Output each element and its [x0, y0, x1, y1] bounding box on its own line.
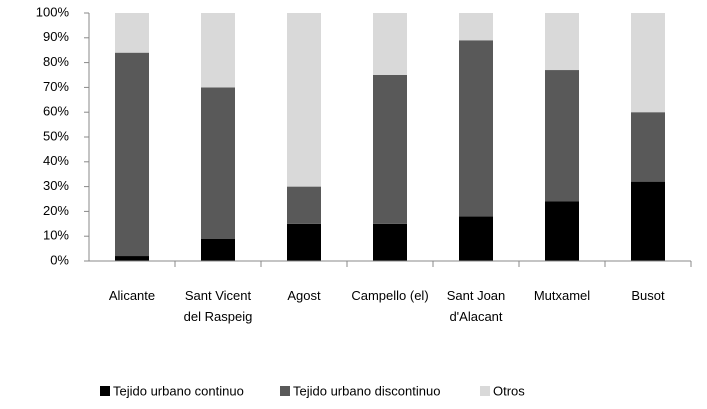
y-tick-label: 10% — [43, 228, 69, 243]
bar-segment — [631, 181, 665, 261]
y-tick-label: 50% — [43, 128, 69, 143]
bar-segment — [545, 13, 579, 71]
bar-segment — [201, 238, 235, 261]
bar-segment — [373, 13, 407, 75]
legend-label: Tejido urbano continuo — [113, 383, 244, 398]
x-tick-label: Busot — [631, 288, 665, 303]
y-tick-label: 80% — [43, 54, 69, 69]
bar-segment — [115, 13, 149, 53]
y-tick-label: 60% — [43, 104, 69, 119]
y-tick-label: 90% — [43, 29, 69, 44]
x-tick-label: Mutxamel — [533, 288, 591, 303]
bar-segment — [545, 70, 579, 202]
bar-segment — [373, 75, 407, 224]
bar-segment — [631, 13, 665, 113]
y-tick-label: 0% — [50, 252, 69, 267]
bar-segment — [201, 87, 235, 239]
bar-segment — [545, 201, 579, 261]
x-tick-label: Agost — [287, 288, 321, 303]
bar-segment — [459, 13, 493, 41]
bar-segment — [201, 13, 235, 88]
y-tick-label: 40% — [43, 153, 69, 168]
y-tick-label: 100% — [36, 4, 70, 19]
legend-swatch — [480, 386, 490, 396]
legend-swatch — [100, 386, 110, 396]
y-tick-label: 70% — [43, 79, 69, 94]
y-tick-label: 20% — [43, 203, 69, 218]
x-tick-label: Campello (el) — [351, 288, 429, 303]
bar-segment — [459, 40, 493, 217]
bar-segment — [287, 186, 321, 224]
bar-segment — [373, 223, 407, 261]
bar-segment — [287, 13, 321, 187]
legend-label: Tejido urbano discontinuo — [293, 383, 440, 398]
x-tick-label: Sant Vicent del Raspeig — [183, 288, 253, 324]
bar-segment — [287, 223, 321, 261]
bar-segment — [631, 112, 665, 182]
y-tick-label: 30% — [43, 178, 69, 193]
x-tick-label: Sant Joan d'Alacant — [446, 288, 506, 324]
bar-segment — [115, 256, 149, 261]
bar-segment — [115, 52, 149, 257]
legend-label: Otros — [493, 383, 525, 398]
bar-segment — [459, 216, 493, 261]
x-tick-label: Alicante — [108, 288, 156, 303]
legend-swatch — [280, 386, 290, 396]
